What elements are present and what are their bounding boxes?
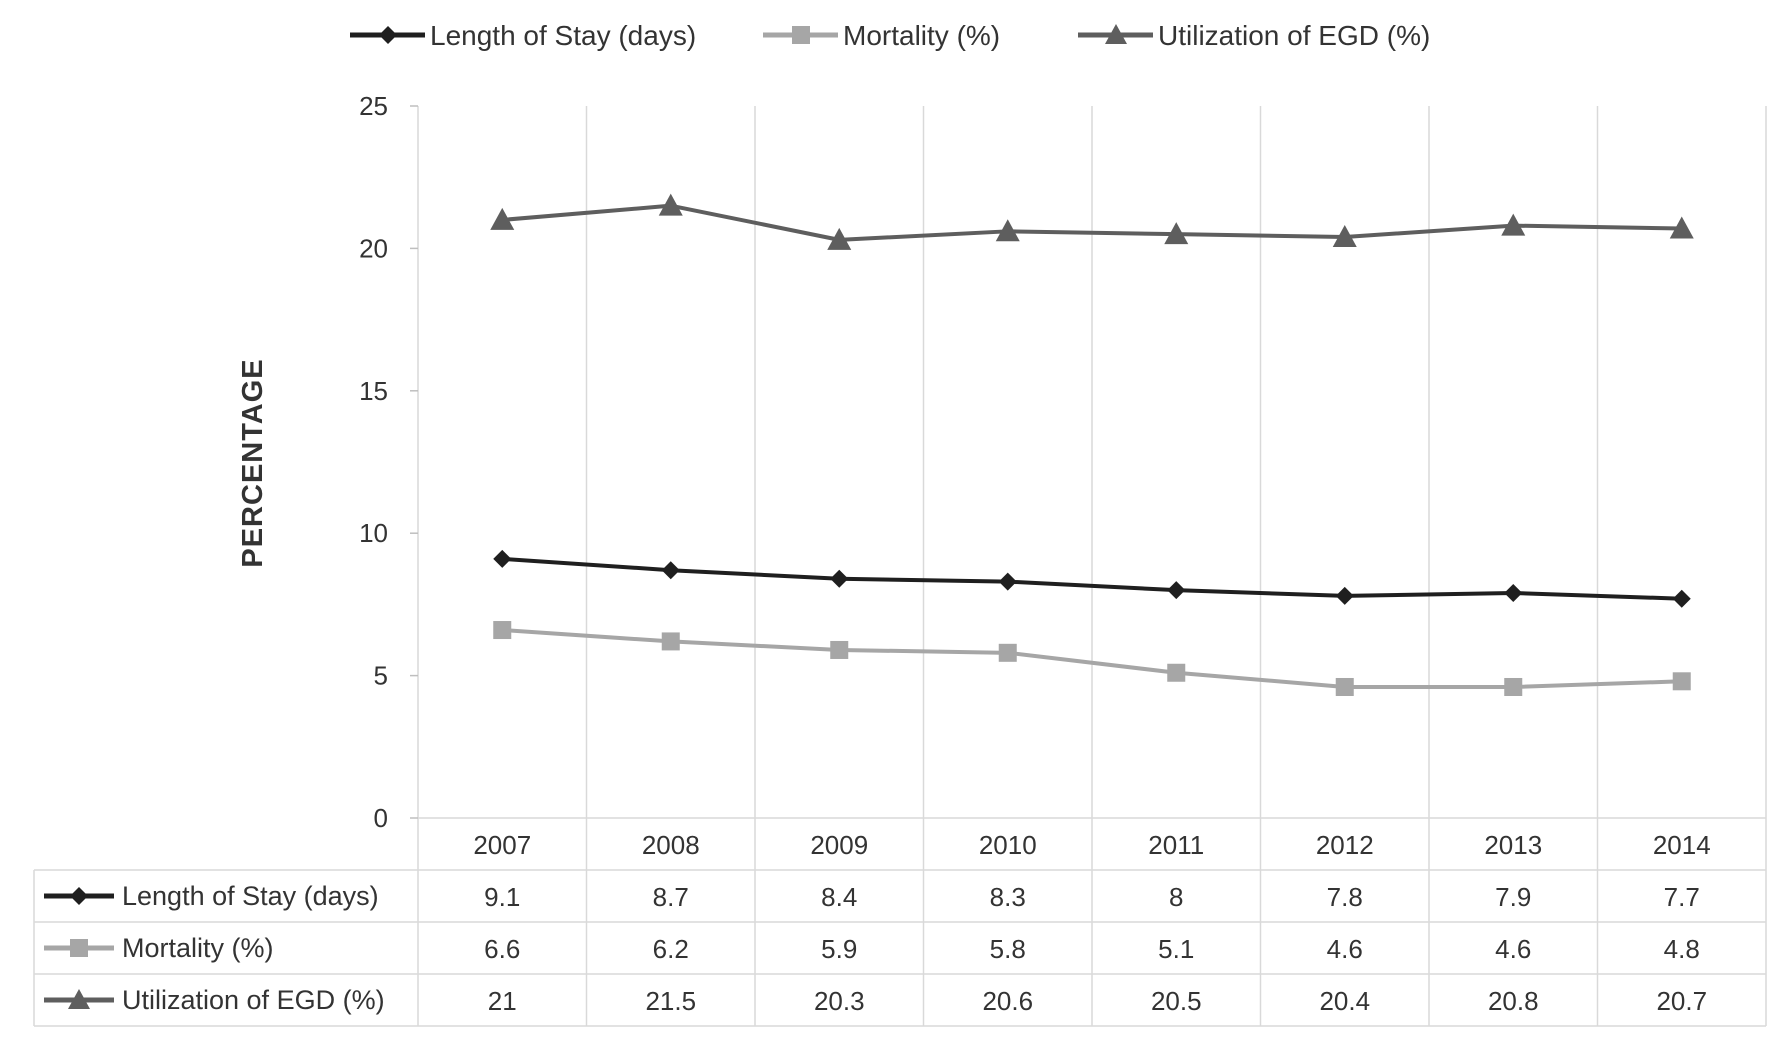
legend-entry-label: Utilization of EGD (%) <box>1158 20 1430 51</box>
table-cell-value: 5.9 <box>821 934 857 964</box>
table-cell-value: 7.9 <box>1495 882 1531 912</box>
series-line <box>502 203 1682 242</box>
table-row-label: Utilization of EGD (%) <box>122 985 385 1015</box>
data-point <box>493 549 512 568</box>
series-line <box>502 628 1682 689</box>
data-point <box>490 207 515 230</box>
legend-key-marker <box>792 26 810 44</box>
x-category-label: 2009 <box>810 830 868 860</box>
table-cell-value: 20.7 <box>1656 986 1707 1016</box>
data-point <box>1501 213 1526 236</box>
table-cell-value: 20.4 <box>1319 986 1370 1016</box>
series-line <box>502 556 1682 601</box>
x-category-label: 2007 <box>473 830 531 860</box>
y-tick-label: 5 <box>374 661 388 691</box>
data-point <box>995 219 1020 242</box>
y-tick-label: 20 <box>359 233 388 263</box>
table-legend-key-marker <box>70 887 88 905</box>
table-cell-value: 4.6 <box>1327 934 1363 964</box>
y-tick-label: 0 <box>374 803 388 833</box>
table-cell-value: 4.6 <box>1495 934 1531 964</box>
legend-entry-label: Mortality (%) <box>843 20 1000 51</box>
table-cell-value: 6.2 <box>653 934 689 964</box>
table-legend-key-marker <box>70 939 88 957</box>
x-category-label: 2011 <box>1148 830 1204 860</box>
legend-entry-label: Length of Stay (days) <box>430 20 696 51</box>
data-point <box>658 193 683 216</box>
data-point <box>998 643 1017 662</box>
data-table: 2007 2008 2009 2010 2011 2012 2013 2014 Length o… <box>33 830 1766 1027</box>
table-cell-value: 5.1 <box>1158 934 1194 964</box>
data-point <box>1167 581 1186 600</box>
table-legend-key-marker <box>68 989 90 1009</box>
data-point <box>830 569 849 588</box>
data-point <box>1335 677 1354 696</box>
table-cell-value: 6.6 <box>484 934 520 964</box>
x-category-label: 2013 <box>1484 830 1542 860</box>
data-point <box>493 621 512 640</box>
table-cell-value: 7.7 <box>1664 882 1700 912</box>
table-row-label: Mortality (%) <box>122 933 274 963</box>
table-cell-value: 7.8 <box>1327 882 1363 912</box>
data-point <box>1335 586 1354 605</box>
data-point <box>830 640 849 659</box>
data-point <box>661 632 680 651</box>
x-category-label: 2008 <box>642 830 700 860</box>
table-cell-value: 20.6 <box>982 986 1033 1016</box>
table-cell-value: 21 <box>488 986 517 1016</box>
legend-key-marker <box>1105 24 1127 44</box>
y-axis-label: PERCENTAGE <box>237 358 269 567</box>
data-point <box>1164 222 1189 245</box>
data-point <box>1504 677 1523 696</box>
x-category-label: 2014 <box>1653 830 1711 860</box>
y-tick-label: 10 <box>359 518 388 548</box>
table-cell-value: 4.8 <box>1664 934 1700 964</box>
table-cell-value: 20.5 <box>1151 986 1202 1016</box>
y-tick-label: 25 <box>359 91 388 121</box>
table-cell-value: 5.8 <box>990 934 1026 964</box>
table-cell-value: 8.4 <box>821 882 857 912</box>
legend-key-marker <box>379 26 397 44</box>
data-point <box>1672 672 1691 691</box>
data-point <box>1669 216 1694 239</box>
data-point <box>827 227 852 250</box>
data-point <box>1672 589 1691 608</box>
table-cell-value: 20.3 <box>814 986 865 1016</box>
data-point <box>1504 584 1523 603</box>
table-cell-value: 20.8 <box>1488 986 1539 1016</box>
data-point <box>998 572 1017 591</box>
data-point <box>1332 225 1357 248</box>
x-category-label: 2012 <box>1316 830 1374 860</box>
table-row-label: Length of Stay (days) <box>122 881 379 911</box>
y-axis: 0 5 10 15 20 25 <box>359 91 418 833</box>
table-cell-value: 8 <box>1169 882 1183 912</box>
table-cell-value: 9.1 <box>484 882 520 912</box>
data-point <box>661 561 680 580</box>
y-tick-label: 15 <box>359 376 388 406</box>
table-cell-value: 8.7 <box>653 882 689 912</box>
table-cell-value: 8.3 <box>990 882 1026 912</box>
table-cell-value: 21.5 <box>645 986 696 1016</box>
data-point <box>1167 663 1186 682</box>
x-category-label: 2010 <box>979 830 1037 860</box>
series-layer <box>490 193 1694 696</box>
legend: Length of Stay (days) Mortality (%) Utiliz… <box>350 20 1430 51</box>
